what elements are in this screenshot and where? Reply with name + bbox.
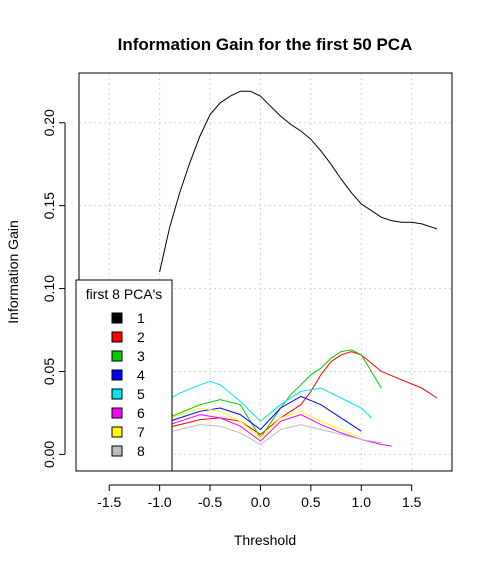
legend-label-4: 4: [137, 367, 145, 383]
legend-swatch-2: [111, 331, 123, 343]
x-tick-label-2: -0.5: [198, 494, 222, 510]
series-line-3: [159, 349, 382, 439]
legend-label-3: 3: [137, 348, 145, 364]
series-line-5: [159, 380, 372, 422]
legend-swatch-8: [111, 445, 123, 457]
x-tick-label-0: -1.5: [97, 494, 121, 510]
legend-swatch-4: [111, 369, 123, 381]
legend-label-5: 5: [137, 386, 145, 402]
legend-swatch-5: [111, 388, 123, 400]
series-line-4: [159, 395, 362, 432]
chart-title: Information Gain for the first 50 PCA: [118, 35, 413, 54]
x-tick-label-3: 0.0: [251, 494, 271, 510]
series-line-8: [159, 424, 382, 446]
y-tick-label-2: 0.10: [41, 275, 57, 302]
legend-swatch-1: [111, 312, 123, 324]
legend-swatch-7: [111, 426, 123, 438]
legend-title: first 8 PCA's: [86, 286, 163, 302]
legend-label-1: 1: [137, 310, 145, 326]
series-line-7: [159, 407, 362, 439]
series-layer: [159, 90, 438, 447]
y-tick-label-1: 0.05: [41, 358, 57, 385]
legend-label-8: 8: [137, 443, 145, 459]
plot-frame: [78, 72, 453, 472]
legend-label-6: 6: [137, 405, 145, 421]
y-axis: 0.00 0.05 0.10 0.15 0.20: [41, 109, 66, 468]
legend-label-7: 7: [137, 424, 145, 440]
legend-swatch-3: [111, 350, 123, 362]
x-tick-label-5: 1.0: [352, 494, 372, 510]
x-tick-label-4: 0.5: [301, 494, 321, 510]
y-tick-label-3: 0.15: [41, 192, 57, 219]
legend-label-2: 2: [137, 329, 145, 345]
legend: first 8 PCA's 1 2 3 4 5 6 7 8: [75, 279, 173, 472]
y-axis-label: Information Gain: [5, 220, 21, 324]
x-axis: -1.5 -1.0 -0.5 0.0 0.5 1.0 1.5: [97, 484, 422, 510]
legend-swatch-6: [111, 407, 123, 419]
legend-box: [75, 279, 173, 472]
x-tick-label-1: -1.0: [148, 494, 172, 510]
y-tick-label-0: 0.00: [41, 441, 57, 468]
y-tick-label-4: 0.20: [41, 109, 57, 136]
series-line-6: [159, 414, 392, 447]
series-line-1: [159, 90, 438, 273]
x-axis-label: Threshold: [234, 532, 296, 548]
legend-entries: 1 2 3 4 5 6 7 8: [111, 310, 145, 459]
x-tick-label-6: 1.5: [402, 494, 422, 510]
